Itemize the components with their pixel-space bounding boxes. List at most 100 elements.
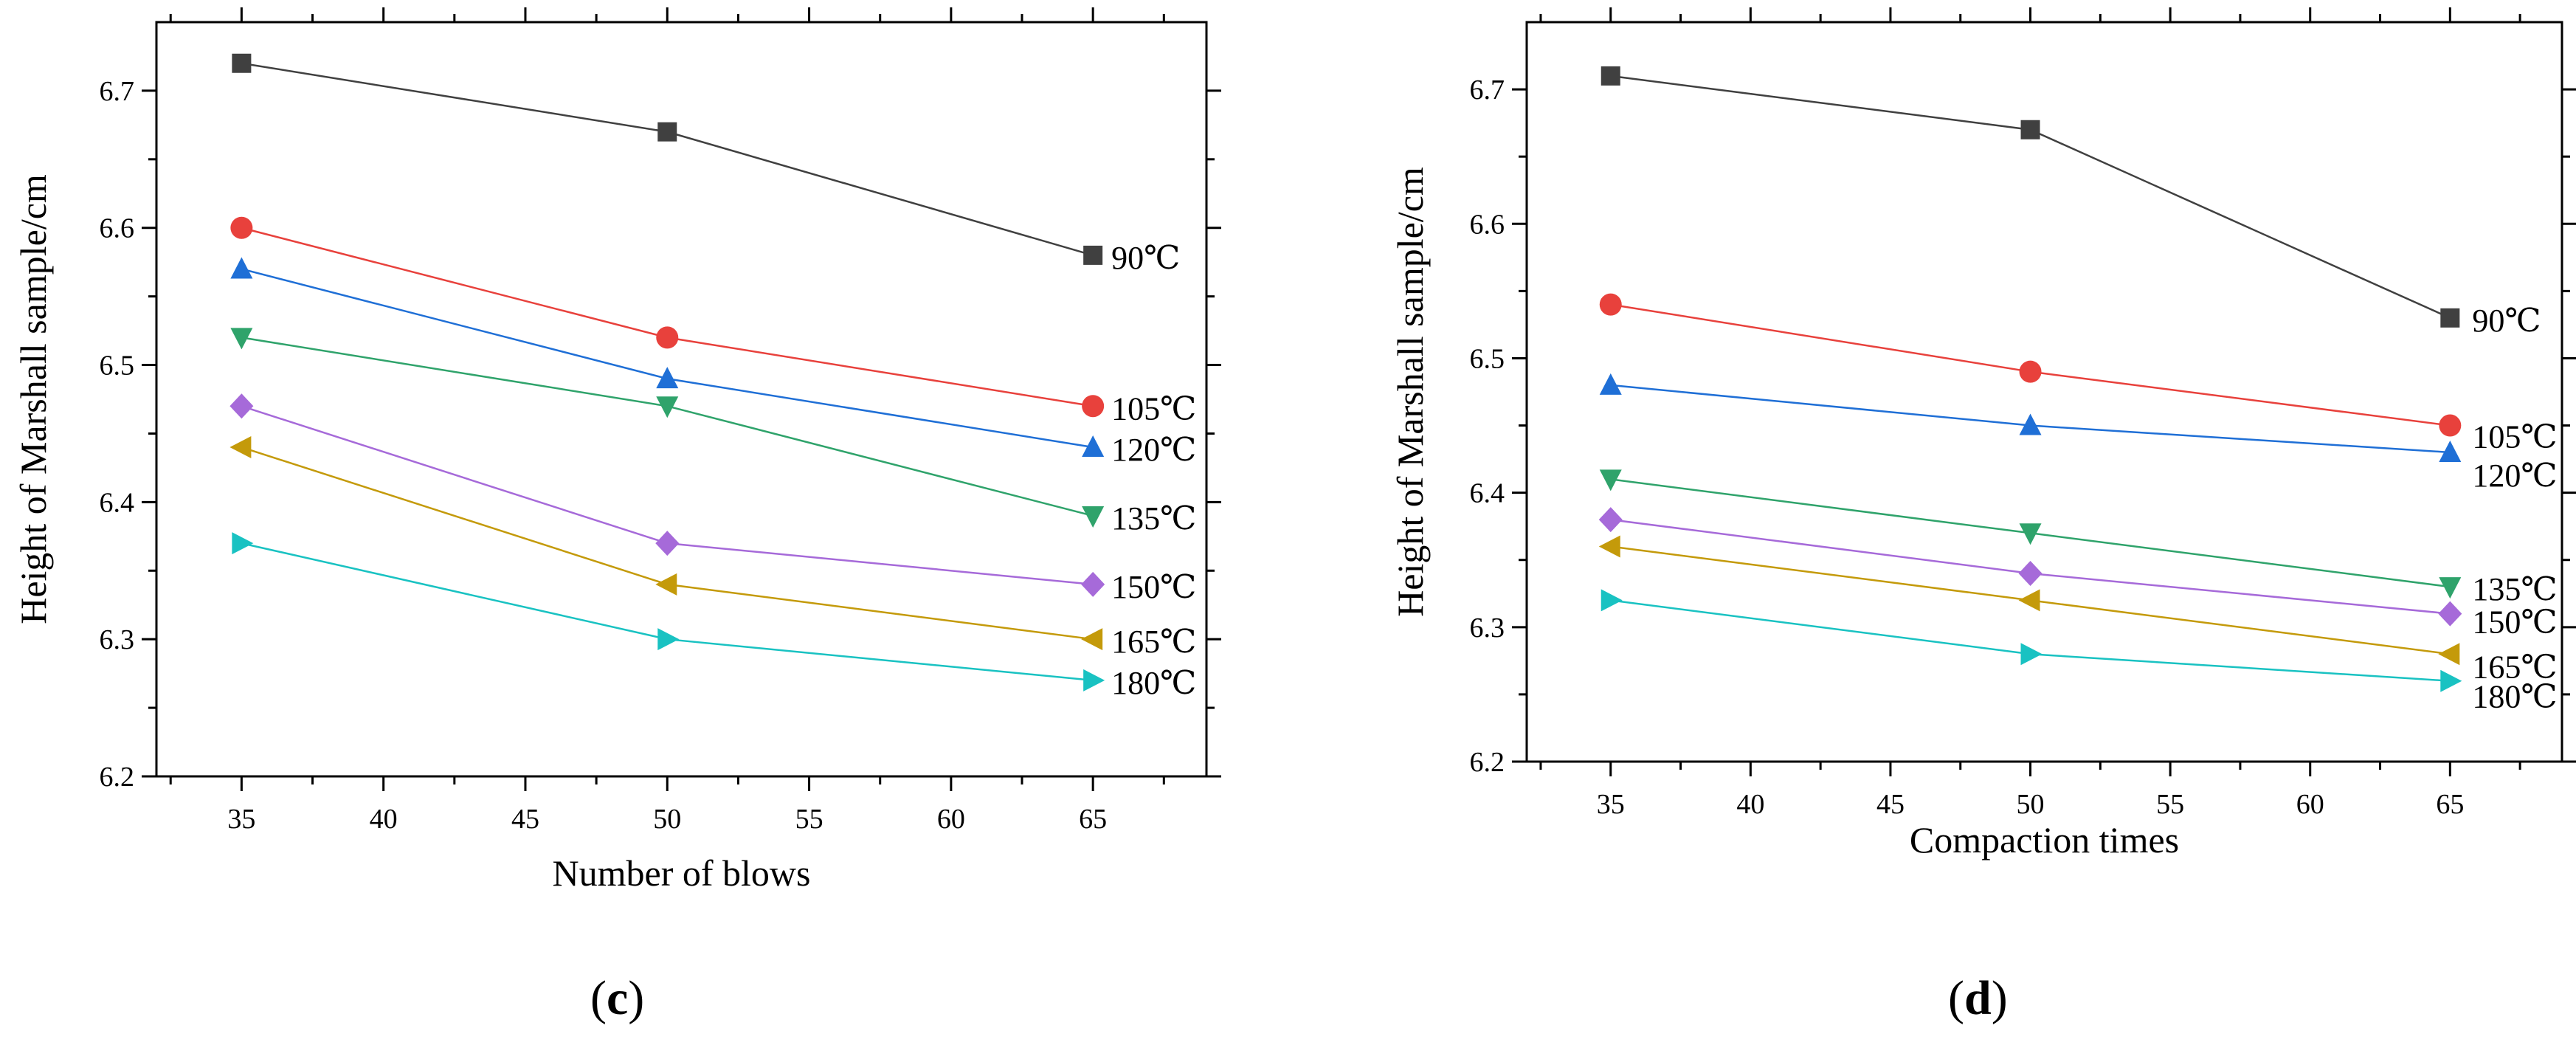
data-point <box>2019 523 2042 545</box>
data-point <box>1082 506 1105 528</box>
x-axis-title: Compaction times <box>1910 819 2179 861</box>
data-point <box>1600 589 1623 612</box>
series-label: 165℃ <box>2472 649 2557 685</box>
data-point <box>1081 628 1103 651</box>
series-label: 150℃ <box>2472 604 2557 641</box>
data-point <box>2020 643 2043 666</box>
y-tick-label: 6.2 <box>100 762 135 793</box>
y-axis-title: Height of Marshall sample/cm <box>13 174 54 624</box>
series-label: 180℃ <box>2472 679 2557 715</box>
data-point <box>1599 373 1622 395</box>
series-line <box>241 62 1094 257</box>
x-tick-label: 50 <box>653 804 681 835</box>
x-tick-label: 40 <box>370 804 398 835</box>
series-90c: 90℃ <box>232 53 1180 276</box>
data-point <box>1598 507 1623 533</box>
data-point <box>1082 435 1105 458</box>
series-label: 90℃ <box>1111 240 1180 276</box>
data-point <box>232 53 252 73</box>
data-point <box>1083 669 1105 692</box>
data-point <box>1599 469 1622 492</box>
data-point <box>2440 669 2462 692</box>
data-point <box>1598 535 1620 558</box>
plot-frame <box>155 21 1208 778</box>
data-point <box>2438 643 2460 666</box>
series-label: 150℃ <box>1111 569 1196 605</box>
data-point <box>2018 589 2040 612</box>
x-tick-label: 50 <box>2017 789 2045 820</box>
chart-panel-c: 35 40 45 50 55 60 65 6.2 6.3 6.4 6.5 6.6 6.7 Number o… <box>13 7 1221 894</box>
series-150c: 150℃ <box>229 393 1196 605</box>
data-point <box>2019 360 2042 383</box>
x-tick-label: 65 <box>1079 804 1107 835</box>
y-tick-label: 6.5 <box>1470 343 1505 374</box>
y-tick-label: 6.2 <box>1470 747 1505 778</box>
series-165c: 165℃ <box>229 436 1196 660</box>
x-tick-label: 35 <box>227 804 255 835</box>
x-tick-label: 40 <box>1736 789 1764 820</box>
data-point <box>2440 308 2460 328</box>
data-point <box>229 393 254 419</box>
plot-frame <box>1525 21 2563 763</box>
data-point <box>656 326 679 349</box>
y-tick-label: 6.6 <box>1470 209 1505 240</box>
data-point <box>655 531 680 556</box>
series-150c: 150℃ <box>1598 507 2558 641</box>
series-label: 180℃ <box>1111 665 1196 701</box>
x-tick-label: 55 <box>2156 789 2184 820</box>
series-label: 165℃ <box>1111 624 1196 660</box>
series-105c: 105℃ <box>1599 293 2558 455</box>
series-label: 120℃ <box>1111 432 1196 468</box>
series-135c: 135℃ <box>1599 469 2558 607</box>
data-point <box>656 367 679 389</box>
data-point <box>2018 560 2043 586</box>
x-axis-title: Number of blows <box>553 852 811 894</box>
series-label: 135℃ <box>2472 571 2557 607</box>
series-120c: 120℃ <box>230 257 1196 468</box>
y-tick-label: 6.6 <box>100 213 135 244</box>
y-axis-title: Height of Marshall sample/cm <box>1389 167 1431 617</box>
y-tick-label: 6.3 <box>100 624 135 655</box>
data-point <box>657 122 677 142</box>
series-line <box>1610 75 2451 319</box>
x-tick-label: 45 <box>1876 789 1905 820</box>
series-line <box>1610 599 2451 682</box>
series-label: 135℃ <box>1111 500 1196 537</box>
data-point <box>1081 571 1105 597</box>
data-point <box>1083 245 1103 265</box>
y-tick-label: 6.7 <box>1470 75 1505 106</box>
data-point <box>230 257 253 279</box>
x-tick-label: 65 <box>2436 789 2464 820</box>
series-label: 105℃ <box>2472 419 2557 455</box>
x-tick-label: 60 <box>2296 789 2324 820</box>
y-tick-label: 6.4 <box>1470 478 1505 509</box>
series-label: 105℃ <box>1111 390 1196 427</box>
series-label: 90℃ <box>2472 303 2541 339</box>
data-point <box>655 573 677 596</box>
data-point <box>2019 413 2042 435</box>
series-line <box>241 542 1094 682</box>
data-point <box>2439 577 2462 599</box>
y-tick-label: 6.3 <box>1470 613 1505 644</box>
series-105c: 105℃ <box>230 216 1196 427</box>
data-point <box>230 216 253 239</box>
data-point <box>230 328 253 350</box>
chart-panel-d: 35 40 45 50 55 60 65 6.2 6.3 6.4 6.5 6.6 6.7 Compacti… <box>1389 7 2576 861</box>
x-tick-label: 45 <box>511 804 539 835</box>
data-point <box>232 532 254 555</box>
data-point <box>1600 66 1620 86</box>
x-tick-label: 35 <box>1597 789 1625 820</box>
x-tick-label: 60 <box>937 804 965 835</box>
x-tick-label: 55 <box>795 804 823 835</box>
y-tick-label: 6.5 <box>100 351 135 382</box>
series-180c: 180℃ <box>1600 589 2558 715</box>
data-point <box>2438 601 2462 627</box>
data-point <box>656 396 679 418</box>
data-point <box>2020 120 2040 139</box>
data-point <box>1082 395 1105 418</box>
series-120c: 120℃ <box>1599 373 2558 494</box>
series-165c: 165℃ <box>1598 535 2558 685</box>
data-point <box>2439 414 2462 437</box>
y-tick-label: 6.4 <box>100 487 135 518</box>
